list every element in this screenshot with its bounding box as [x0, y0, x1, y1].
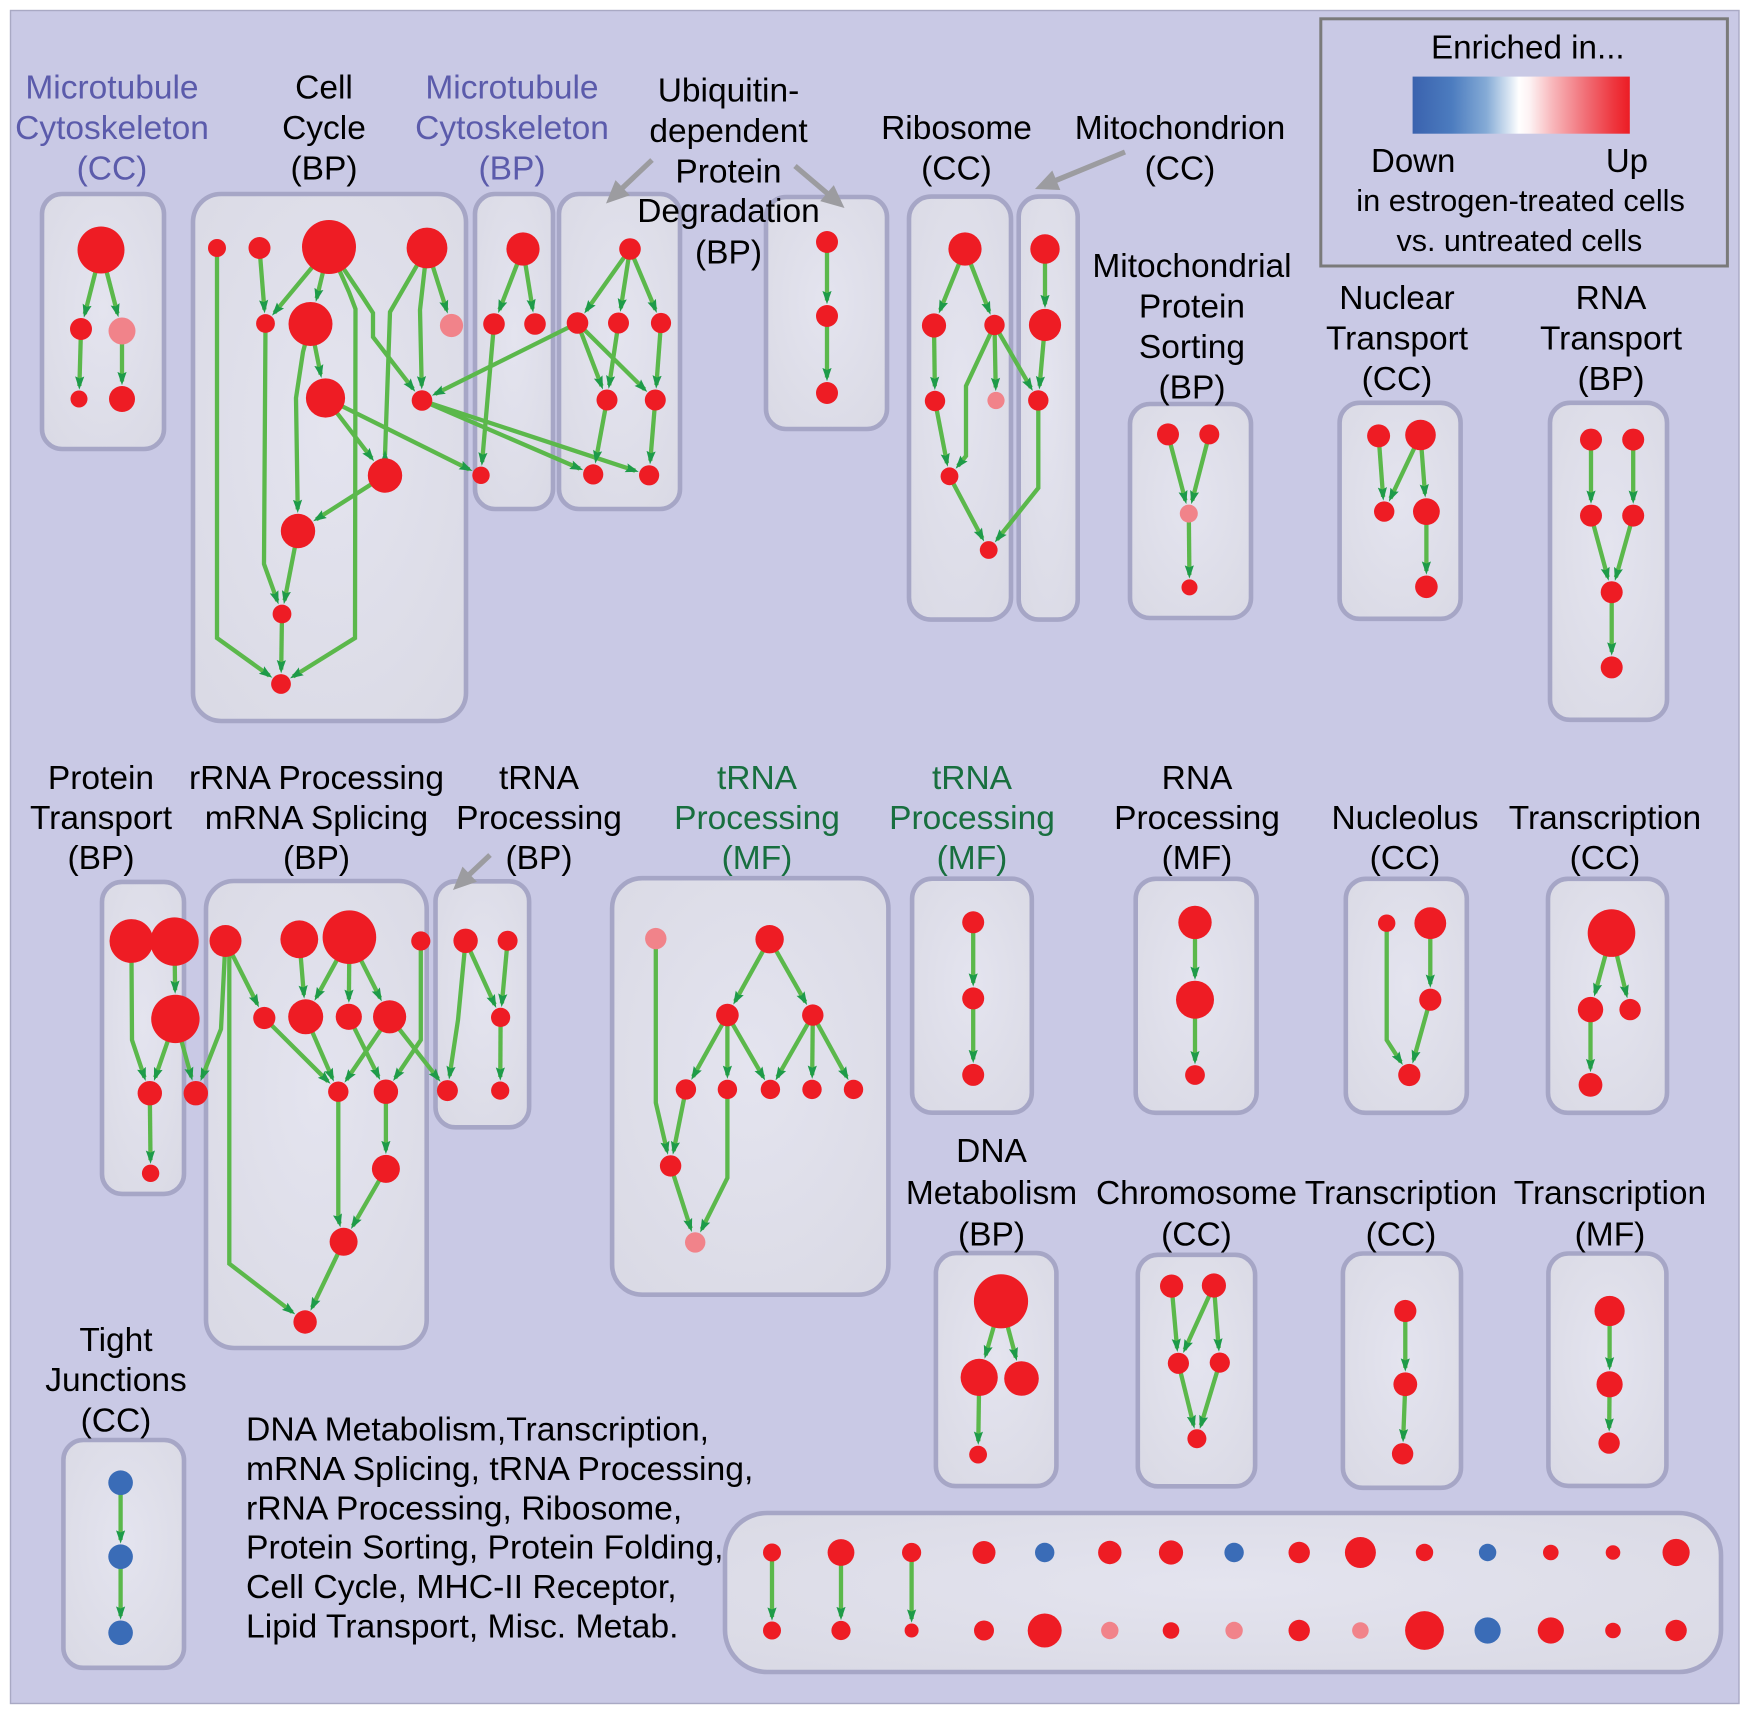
svg-text:Sorting: Sorting: [1139, 329, 1245, 366]
svg-text:(MF): (MF): [1575, 1217, 1646, 1254]
svg-text:Metabolism: Metabolism: [906, 1175, 1077, 1212]
svg-text:DNA Metabolism,Transcription,: DNA Metabolism,Transcription,: [246, 1411, 709, 1449]
svg-text:dependent: dependent: [649, 113, 808, 150]
svg-text:(BP): (BP): [958, 1217, 1025, 1254]
svg-text:(CC): (CC): [1370, 840, 1441, 877]
svg-text:(CC): (CC): [921, 150, 992, 187]
svg-text:(CC): (CC): [1362, 361, 1433, 398]
svg-text:tRNA: tRNA: [932, 760, 1013, 797]
svg-text:Cell: Cell: [295, 69, 353, 106]
svg-text:RNA: RNA: [1576, 280, 1647, 317]
svg-text:Nuclear: Nuclear: [1339, 280, 1454, 317]
svg-text:(MF): (MF): [1162, 840, 1233, 877]
svg-text:tRNA: tRNA: [499, 760, 580, 797]
svg-text:Microtubule: Microtubule: [425, 69, 598, 106]
svg-text:Cycle: Cycle: [282, 110, 366, 147]
svg-text:mRNA Splicing, tRNA Processing: mRNA Splicing, tRNA Processing,: [246, 1450, 753, 1488]
svg-text:Protein: Protein: [675, 154, 781, 191]
svg-text:(CC): (CC): [81, 1403, 152, 1440]
svg-text:(BP): (BP): [1578, 361, 1645, 398]
svg-text:mRNA Splicing: mRNA Splicing: [205, 800, 428, 837]
svg-text:(BP): (BP): [68, 840, 135, 877]
svg-text:Degradation: Degradation: [637, 193, 820, 230]
svg-text:Cytoskeleton: Cytoskeleton: [415, 110, 609, 147]
svg-text:(BP): (BP): [1159, 370, 1226, 407]
svg-text:Transport: Transport: [30, 800, 173, 837]
svg-text:vs. untreated cells: vs. untreated cells: [1396, 224, 1642, 258]
svg-text:Processing: Processing: [674, 800, 840, 837]
svg-text:Transcription: Transcription: [1514, 1175, 1706, 1212]
svg-text:Enriched in...: Enriched in...: [1431, 29, 1625, 66]
svg-text:Junctions: Junctions: [45, 1362, 187, 1399]
svg-text:Processing: Processing: [1114, 800, 1280, 837]
svg-text:Tight: Tight: [79, 1322, 153, 1359]
svg-text:(CC): (CC): [1570, 840, 1641, 877]
svg-text:(CC): (CC): [77, 150, 148, 187]
svg-text:(MF): (MF): [937, 840, 1008, 877]
svg-text:(BP): (BP): [291, 150, 358, 187]
svg-text:Protein: Protein: [1139, 289, 1245, 326]
svg-text:RNA: RNA: [1162, 760, 1233, 797]
svg-text:(MF): (MF): [722, 840, 793, 877]
svg-text:Processing: Processing: [889, 800, 1055, 837]
svg-text:Up: Up: [1606, 142, 1648, 179]
svg-text:Transcription: Transcription: [1509, 800, 1701, 837]
svg-text:Down: Down: [1371, 142, 1455, 179]
svg-text:Mitochondrial: Mitochondrial: [1092, 248, 1291, 285]
svg-text:Transcription: Transcription: [1305, 1175, 1497, 1212]
svg-text:Ubiquitin-: Ubiquitin-: [658, 73, 800, 110]
svg-text:Lipid Transport, Misc. Metab.: Lipid Transport, Misc. Metab.: [246, 1608, 679, 1646]
svg-text:DNA: DNA: [956, 1133, 1027, 1170]
svg-text:(BP): (BP): [506, 840, 573, 877]
svg-text:Chromosome: Chromosome: [1096, 1175, 1297, 1212]
svg-text:rRNA Processing, Ribosome,: rRNA Processing, Ribosome,: [246, 1489, 682, 1527]
svg-text:Cytoskeleton: Cytoskeleton: [15, 110, 209, 147]
svg-text:Transport: Transport: [1326, 320, 1469, 357]
svg-text:in estrogen-treated cells: in estrogen-treated cells: [1356, 183, 1685, 218]
svg-text:Processing: Processing: [456, 800, 622, 837]
svg-text:Protein: Protein: [48, 760, 154, 797]
svg-text:tRNA: tRNA: [717, 760, 798, 797]
svg-text:(CC): (CC): [1366, 1217, 1437, 1254]
svg-text:(CC): (CC): [1145, 150, 1216, 187]
svg-text:Nucleolus: Nucleolus: [1331, 800, 1478, 837]
svg-text:(BP): (BP): [283, 840, 350, 877]
svg-text:(BP): (BP): [479, 150, 546, 187]
svg-text:Ribosome: Ribosome: [881, 110, 1032, 147]
svg-text:(BP): (BP): [695, 235, 762, 272]
svg-text:rRNA Processing: rRNA Processing: [189, 760, 444, 797]
svg-text:Transport: Transport: [1540, 320, 1683, 357]
svg-text:Protein Sorting, Protein Foldi: Protein Sorting, Protein Folding,: [246, 1529, 724, 1567]
svg-text:Microtubule: Microtubule: [25, 69, 198, 106]
svg-text:Mitochondrion: Mitochondrion: [1075, 110, 1285, 147]
svg-text:(CC): (CC): [1161, 1217, 1232, 1254]
svg-text:Cell Cycle, MHC-II Receptor,: Cell Cycle, MHC-II Receptor,: [246, 1568, 677, 1606]
